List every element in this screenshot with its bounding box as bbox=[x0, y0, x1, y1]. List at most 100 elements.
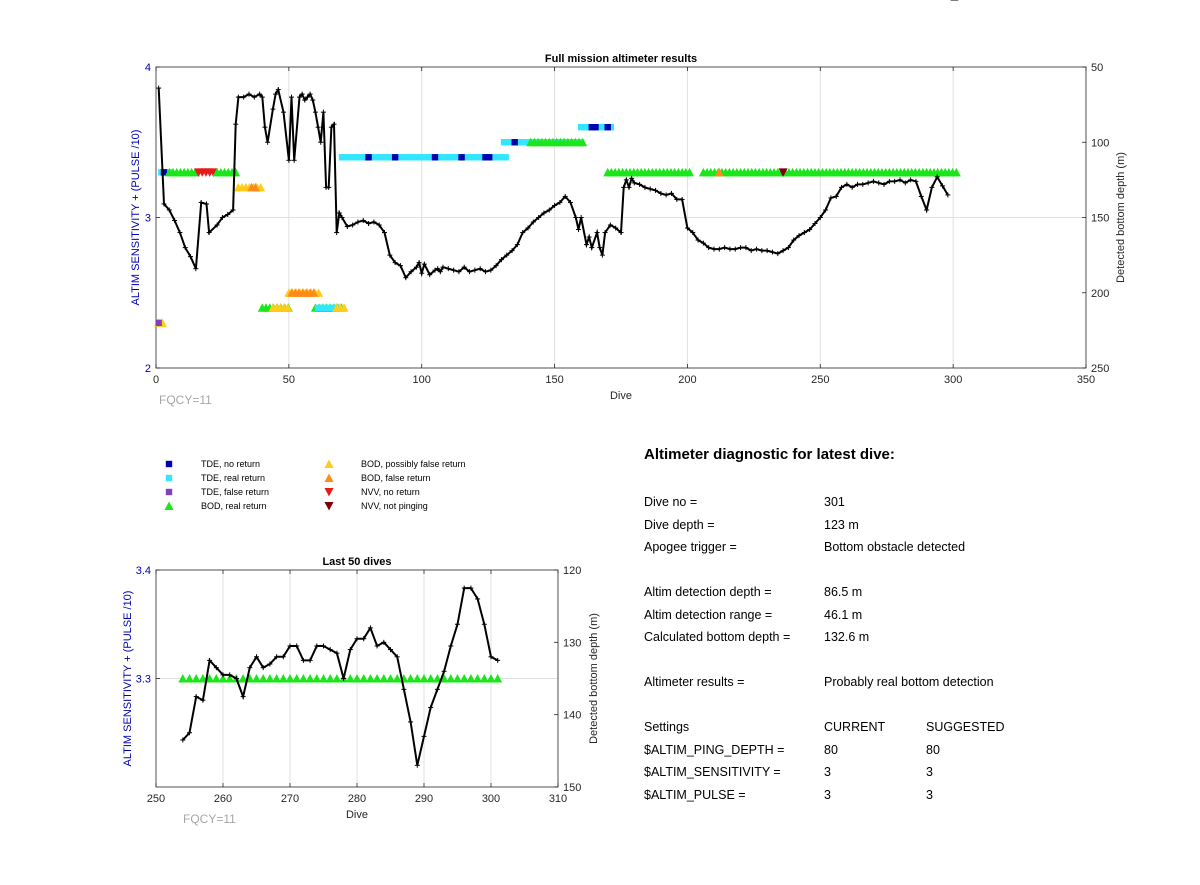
last-50-bottom-depth-point-28 bbox=[367, 625, 373, 631]
full-mission-bottom-depth-point-122 bbox=[690, 230, 696, 236]
full-mission-bottom-depth-point-100 bbox=[594, 230, 600, 236]
full-mission-altim-marker-73 bbox=[329, 304, 337, 311]
last-50-altim-marker-25 bbox=[345, 674, 355, 683]
full-mission-altim-marker-166 bbox=[577, 124, 585, 131]
full-mission-altim-marker-123 bbox=[365, 154, 372, 161]
full-mission-bottom-depth-point-123 bbox=[695, 237, 701, 243]
full-mission-altim-marker-83 bbox=[357, 154, 364, 161]
diag-value-dive-no: 301 bbox=[824, 495, 845, 509]
full-mission-bottom-depth-point-58 bbox=[397, 263, 403, 269]
full-mission-altim-marker-99 bbox=[416, 154, 424, 161]
full-mission-altim-marker-3 bbox=[160, 169, 168, 176]
full-mission-bottom-depth-point-36 bbox=[310, 97, 316, 103]
full-mission-altim-marker-80 bbox=[346, 154, 353, 161]
full-mission-bottom-depth-point-11 bbox=[214, 222, 220, 228]
full-mission-altim-marker-127 bbox=[482, 154, 489, 161]
full-mission-bottom-depth-point-157 bbox=[876, 180, 882, 186]
last-50-altim-marker-28 bbox=[365, 674, 375, 683]
full-mission-bottom-depth-point-10 bbox=[206, 230, 212, 236]
full-mission-bottom-depth-point-162 bbox=[902, 180, 908, 186]
last-50-bottom-depth-point-32 bbox=[394, 654, 400, 660]
full-mission-bottom-depth-point-93 bbox=[568, 199, 574, 205]
legend-marker-5 bbox=[324, 473, 334, 482]
full-mission-bottom-depth-point-133 bbox=[748, 248, 754, 254]
full-mission-bottom-depth-point-119 bbox=[674, 196, 680, 202]
full-mission-bottom-depth-point-69 bbox=[440, 264, 446, 270]
full-mission-bottom-depth-point-114 bbox=[647, 186, 653, 192]
full-mission-bottom-depth-point-110 bbox=[629, 175, 635, 181]
last-50-altim-marker-42 bbox=[459, 674, 469, 683]
full-mission-bottom-depth-point-82 bbox=[509, 248, 515, 254]
last-50-altim-marker-29 bbox=[372, 674, 382, 683]
last-50-bottom-depth-point-45 bbox=[481, 621, 487, 627]
full-mission-bottom-depth-point-8 bbox=[198, 199, 204, 205]
full-mission-bottom-depth-point-79 bbox=[493, 263, 499, 269]
full-mission-altim-marker-98 bbox=[413, 154, 420, 161]
full-mission-bottom-depth-point-49 bbox=[350, 222, 356, 228]
legend-label-5: BOD, false return bbox=[361, 473, 431, 483]
full-mission-bottom-depth-point-135 bbox=[759, 248, 765, 254]
last-50-altim-marker-22 bbox=[325, 674, 335, 683]
full-mission-xtick-label-2: 100 bbox=[413, 374, 431, 386]
full-mission-ylabel: ALTIM SENSITIVITY + (PULSE /10) bbox=[130, 130, 142, 306]
last-50-bottom-depth-point-27 bbox=[361, 636, 367, 642]
full-mission-bottom-depth-point-24 bbox=[270, 106, 276, 112]
full-mission-ytick-label-0: 2 bbox=[145, 363, 151, 375]
last-50-bottom-depth-point-8 bbox=[233, 676, 239, 681]
last-50-altim-marker-27 bbox=[359, 674, 369, 683]
last-50-bottom-depth-point-22 bbox=[327, 647, 333, 653]
full-mission-bottom-depth-point-65 bbox=[427, 272, 433, 278]
last-50-bottom-depth-point-29 bbox=[374, 643, 380, 649]
full-mission-altim-marker-274 bbox=[155, 319, 162, 327]
last-50-xtick-label-0: 250 bbox=[147, 793, 165, 805]
full-mission-bottom-depth-point-13 bbox=[225, 211, 231, 217]
full-mission-bottom-depth-point-34 bbox=[304, 94, 310, 100]
last-50-bottom-depth-point-6 bbox=[220, 672, 226, 678]
setting-current-sensitivity: 3 bbox=[824, 765, 831, 779]
last-50-y2tick-label-0: 120 bbox=[563, 565, 581, 577]
diag-value-apogee-trigger: Bottom obstacle detected bbox=[824, 540, 966, 554]
full-mission-altim-marker-96 bbox=[405, 154, 413, 161]
full-mission-altim-marker-133 bbox=[515, 139, 523, 146]
full-mission-xlabel: Dive bbox=[610, 390, 632, 402]
full-mission-bottom-depth-point-17 bbox=[241, 94, 247, 100]
full-mission-bottom-depth-point-102 bbox=[599, 252, 605, 258]
last-50-bottom-depth-point-47 bbox=[495, 657, 501, 663]
diag-label-dive-no: Dive no = bbox=[644, 495, 698, 509]
full-mission-bottom-depth-point-81 bbox=[504, 252, 510, 258]
last-50-ylabel: ALTIM SENSITIVITY + (PULSE /10) bbox=[122, 591, 134, 767]
full-mission-bottom-depth-point-42 bbox=[326, 184, 332, 190]
diag-value-altim-detection-range: 46.1 m bbox=[824, 608, 863, 622]
last-50-bottom-depth-point-21 bbox=[321, 643, 326, 649]
full-mission-bottom-depth-point-85 bbox=[525, 225, 531, 231]
full-mission-bottom-depth-point-19 bbox=[251, 94, 257, 100]
full-mission-bottom-depth-point-12 bbox=[219, 215, 225, 220]
full-mission-altim-marker-105 bbox=[439, 154, 446, 161]
last-50-bottom-depth-line bbox=[182, 587, 499, 766]
full-mission-y2tick-label-1: 100 bbox=[1091, 137, 1109, 149]
full-mission-bottom-depth-point-39 bbox=[318, 139, 324, 145]
full-mission-title: Full mission altimeter results bbox=[545, 53, 697, 65]
full-mission-bottom-depth-point-124 bbox=[700, 240, 706, 246]
full-mission-altim-marker-69 bbox=[314, 304, 322, 311]
last-50-xtick-label-1: 260 bbox=[214, 793, 232, 805]
last-50-altim-marker-14 bbox=[272, 674, 282, 683]
diag-label-altim-detection-depth: Altim detection depth = bbox=[644, 585, 772, 599]
legend-label-1: TDE, real return bbox=[201, 473, 265, 483]
full-mission-bottom-depth-point-141 bbox=[791, 237, 797, 243]
full-mission-altim-marker-124 bbox=[391, 154, 399, 161]
full-mission-bottom-depth-point-30 bbox=[291, 157, 297, 163]
full-mission-bottom-depth-point-118 bbox=[668, 190, 674, 196]
full-mission-bottom-depth-point-166 bbox=[924, 207, 930, 213]
last-50-bottom-depth-point-43 bbox=[468, 585, 474, 591]
full-mission-bottom-depth-point-113 bbox=[642, 184, 648, 190]
full-mission-bottom-depth-point-63 bbox=[419, 270, 425, 276]
full-mission-bottom-depth-point-4 bbox=[177, 230, 183, 236]
last-50-altim-marker-6 bbox=[218, 674, 228, 683]
full-mission-y2tick-label-0: 50 bbox=[1091, 62, 1103, 74]
last-50-y2tick-label-3: 150 bbox=[563, 782, 581, 794]
full-mission-bottom-depth-point-32 bbox=[299, 91, 305, 97]
last-50-ytick-label-0: 3.3 bbox=[136, 674, 151, 686]
last-50-bottom-depth-point-35 bbox=[414, 762, 420, 768]
full-mission-bottom-depth-point-143 bbox=[801, 230, 807, 236]
